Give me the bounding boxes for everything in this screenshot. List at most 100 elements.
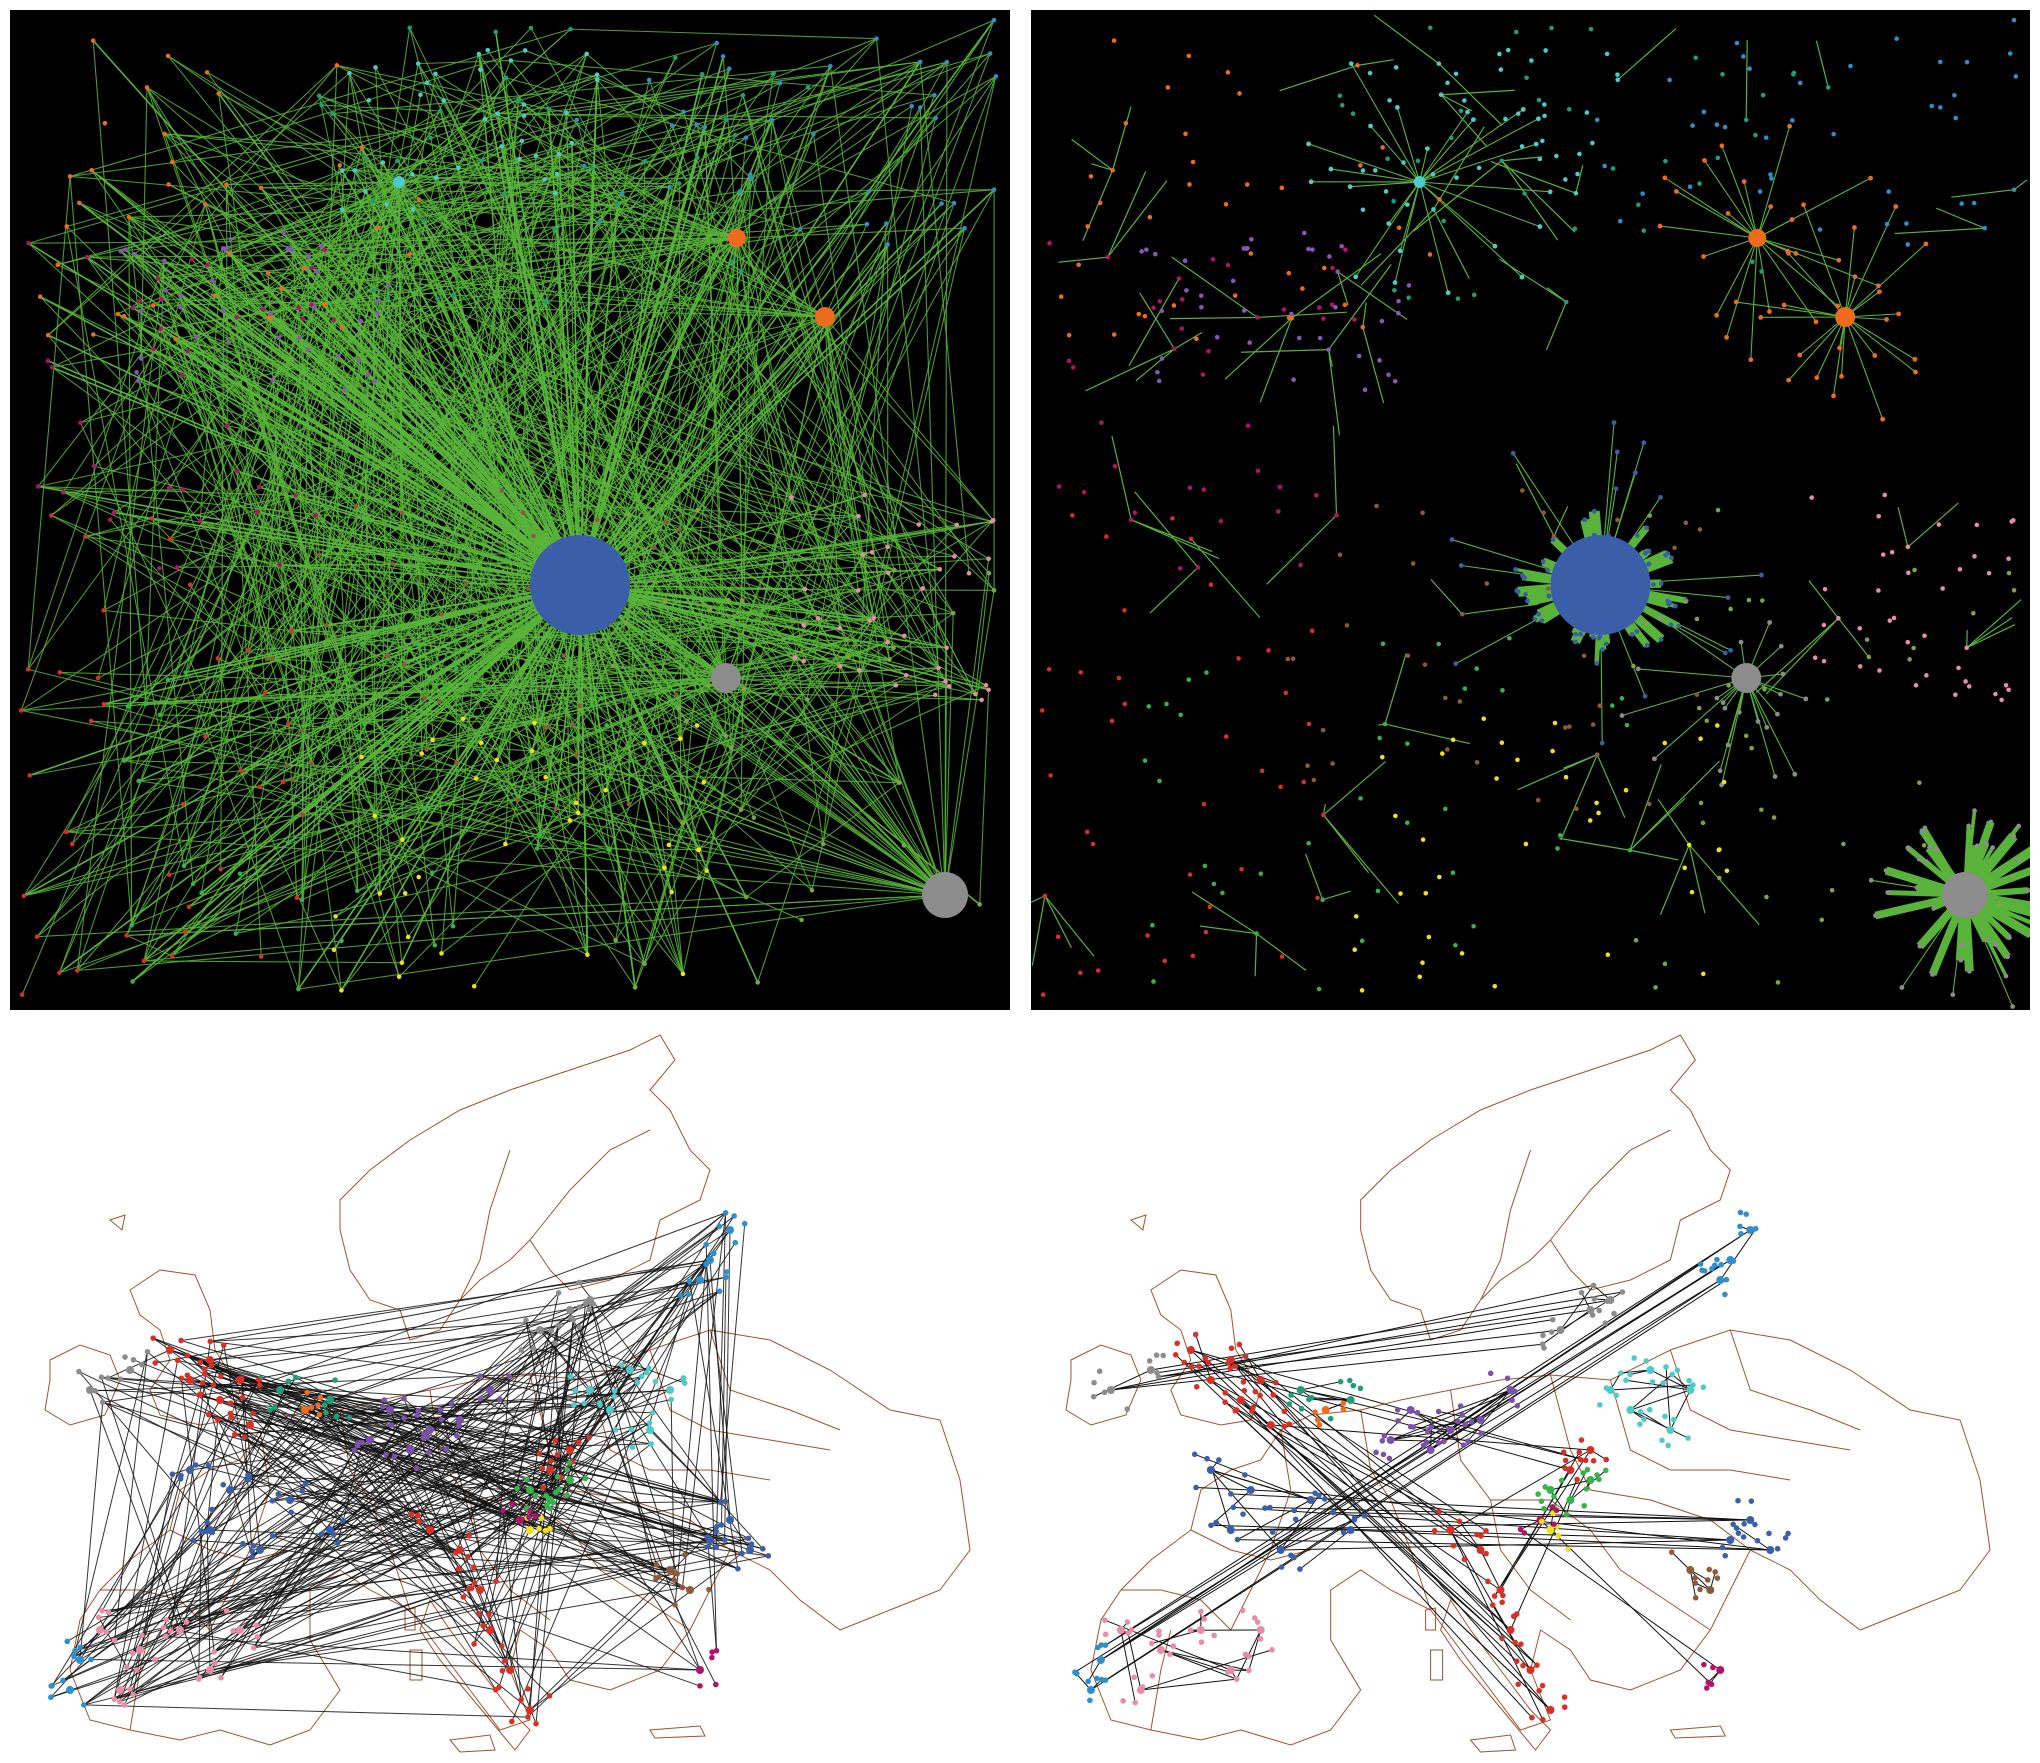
network-node [1321, 265, 1327, 271]
network-node [1899, 985, 1905, 990]
network-node [1314, 493, 1319, 498]
network-node [299, 897, 305, 903]
cluster-edge [1894, 227, 1985, 235]
city-node [518, 1347, 525, 1353]
route-edge [467, 1486, 544, 1558]
hub-edge [436, 298, 581, 586]
panel-background [1031, 10, 2030, 1010]
network-node [482, 116, 488, 122]
network-node [1868, 175, 1873, 181]
city-node [723, 1274, 729, 1281]
network-edge [678, 237, 738, 709]
network-node [1971, 200, 1977, 206]
network-node [1738, 639, 1744, 645]
city-node [671, 1577, 678, 1583]
network-node [909, 103, 914, 109]
city-node [526, 1486, 534, 1494]
city-node [1735, 1530, 1742, 1536]
country-border [169, 1529, 291, 1561]
network-node [2028, 931, 2030, 937]
city-node [1288, 1392, 1294, 1399]
hub-edge [47, 334, 581, 586]
city-node [1474, 1531, 1480, 1538]
network-node [986, 687, 991, 693]
city-node [1782, 1535, 1789, 1541]
cluster-edge [1308, 143, 1420, 183]
network-edge [736, 227, 965, 239]
route-edge [248, 1479, 531, 1711]
city-node [477, 1373, 483, 1379]
network-node [680, 820, 685, 826]
network-node [517, 156, 522, 162]
city-node [326, 1527, 333, 1534]
city-node [464, 1553, 471, 1560]
network-node [1150, 922, 1155, 928]
network-node [180, 801, 186, 807]
network-node [1405, 202, 1410, 207]
network-node [432, 942, 438, 948]
network-edge [28, 42, 717, 244]
city-node [1701, 1661, 1707, 1668]
city-node [1233, 1676, 1240, 1682]
network-node [1956, 665, 1961, 671]
city-node [346, 1414, 353, 1421]
network-node [435, 296, 440, 301]
route-edge [1480, 1549, 1501, 1591]
city-node [536, 1525, 542, 1532]
network-node [1916, 856, 1922, 862]
city-node [315, 1402, 321, 1408]
network-node [1136, 311, 1142, 317]
city-node [1459, 1412, 1466, 1418]
network-node [747, 172, 753, 177]
route-edge [206, 1377, 297, 1523]
country-border [1230, 1429, 1292, 1631]
city-node [1251, 1615, 1258, 1621]
city-node [548, 1327, 554, 1334]
city-node [1149, 1672, 1156, 1679]
network-edge [92, 40, 147, 705]
city-node [1483, 1550, 1489, 1557]
city-node [1586, 1476, 1595, 1484]
route-edge [220, 1376, 709, 1548]
hub-edge [579, 584, 589, 955]
city-node [1124, 1619, 1131, 1625]
network-edge [361, 639, 848, 758]
network-node [309, 265, 315, 271]
network-node [1308, 179, 1314, 185]
network-node [1453, 661, 1459, 667]
city-node [1712, 1569, 1718, 1575]
city-node [1546, 1486, 1555, 1494]
network-node [1450, 737, 1456, 743]
network-node [1520, 106, 1526, 112]
city-node [1637, 1421, 1643, 1427]
network-node [1321, 316, 1326, 321]
city-node [1540, 1716, 1546, 1723]
network-node [714, 40, 720, 46]
city-node [1425, 1429, 1431, 1435]
network-node [1700, 971, 1706, 977]
route-edge [641, 1264, 707, 1377]
network-node [136, 778, 141, 784]
city-node [1174, 1340, 1181, 1347]
network-node [676, 705, 682, 711]
city-node [645, 1365, 652, 1371]
network-node [1635, 666, 1641, 672]
network-edge [563, 655, 645, 744]
route-edge [177, 1359, 214, 1386]
network-node [1352, 317, 1357, 322]
network-edge [497, 61, 921, 115]
network-node [396, 974, 402, 980]
route-edge [724, 1229, 731, 1540]
route-edge [1311, 1397, 1351, 1401]
city-node [493, 1578, 499, 1585]
city-node [703, 1261, 709, 1268]
network-node [422, 695, 428, 701]
network-node [1499, 740, 1505, 746]
city-node [746, 1546, 754, 1554]
network-node [262, 690, 268, 696]
cluster-edge [1332, 426, 1338, 516]
cluster-edge [1419, 181, 1541, 228]
cluster-edge [1362, 326, 1385, 404]
city-node [1626, 1406, 1635, 1414]
network-node [1821, 658, 1827, 664]
